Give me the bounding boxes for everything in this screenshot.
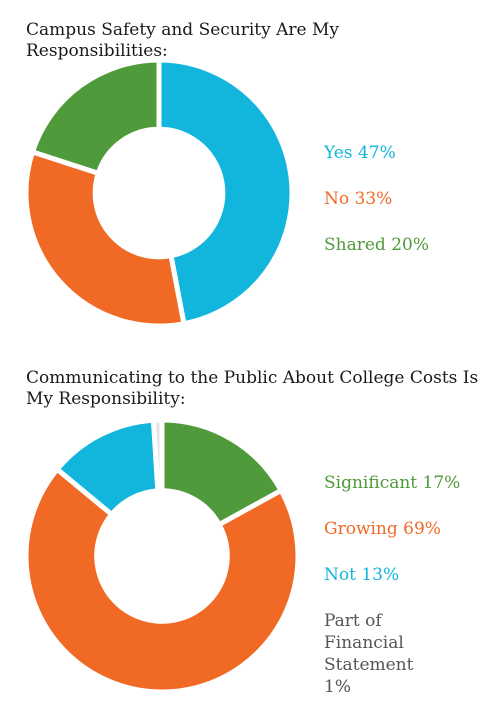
legend-label-growing: Growing 69% xyxy=(324,519,441,539)
chart-title-college-costs: Communicating to the Public About Colleg… xyxy=(26,368,479,409)
legend-label-shared: Shared 20% xyxy=(324,235,429,255)
campus-safety-slice-yes xyxy=(156,58,294,327)
chart-title-campus-safety: Campus Safety and Security Are My Respon… xyxy=(26,20,340,61)
legend-item-significant: Significant 17% xyxy=(324,472,460,494)
legend-item-no: No 33% xyxy=(324,188,392,210)
campus-safety-slice-shared xyxy=(29,58,162,177)
campus-safety-slice-no xyxy=(24,148,187,328)
legend-item-part-of-financial-statement: Part of Financial Statement 1% xyxy=(324,610,413,698)
legend-label-not: Not 13% xyxy=(324,565,400,585)
college-costs-slice-part-of-financial-statement xyxy=(150,418,165,494)
legend-label-significant: Significant 17% xyxy=(324,473,461,493)
donut-chart-college-costs xyxy=(24,418,300,694)
college-costs-slice-growing xyxy=(24,465,300,694)
legend-item-shared: Shared 20% xyxy=(324,234,429,256)
legend-item-not: Not 13% xyxy=(324,564,399,586)
legend-label-yes: Yes 47% xyxy=(324,143,396,163)
legend-label-no: No 33% xyxy=(324,189,393,209)
legend-label-part-of-financial-statement: Part of Financial Statement 1% xyxy=(324,611,414,697)
legend-item-yes: Yes 47% xyxy=(324,142,396,164)
donut-chart-campus-safety xyxy=(24,58,294,328)
legend-item-growing: Growing 69% xyxy=(324,518,441,540)
